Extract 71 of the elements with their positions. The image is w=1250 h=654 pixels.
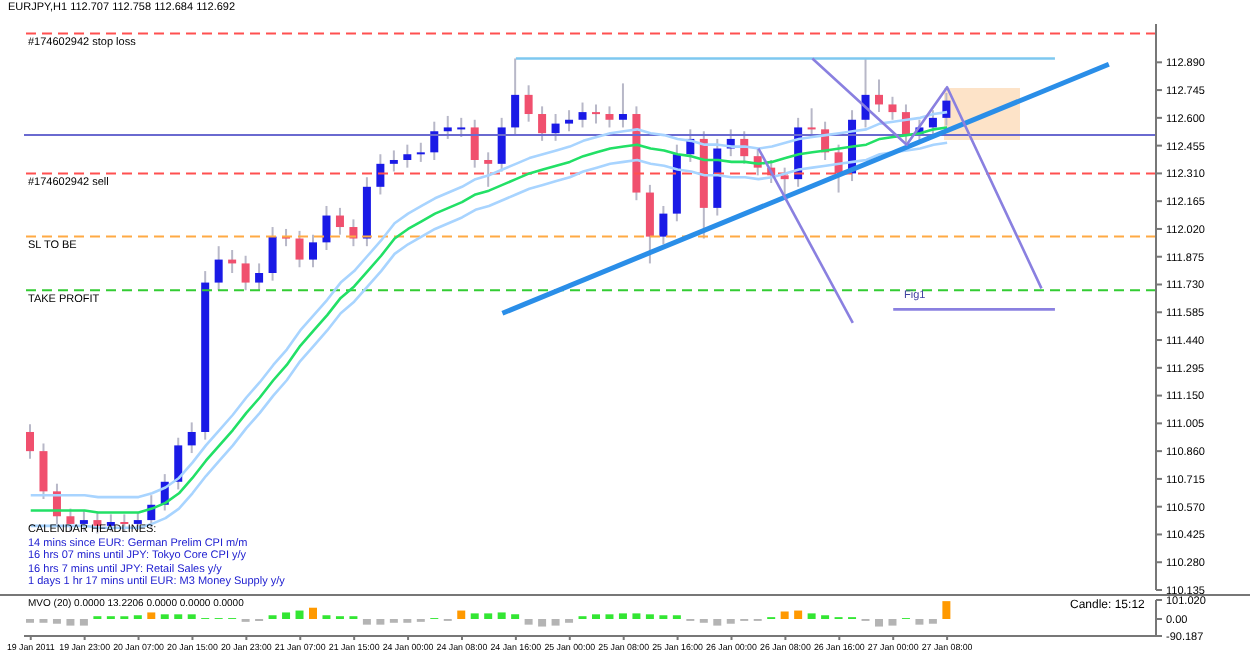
candlestick: [618, 82, 627, 129]
candlestick: [565, 109, 574, 133]
candlestick: [322, 204, 331, 252]
bar: [713, 619, 722, 626]
bar: [915, 619, 924, 625]
bar: [942, 601, 951, 620]
candlestick: [416, 141, 425, 163]
candlestick: [551, 113, 560, 142]
bar: [524, 619, 533, 625]
bar: [457, 610, 466, 620]
bar: [605, 614, 614, 620]
candlestick: [659, 204, 668, 246]
bar: [147, 612, 156, 620]
bar: [160, 614, 169, 620]
candlestick: [26, 423, 34, 460]
bar: [66, 619, 75, 626]
candlestick: [484, 151, 493, 188]
candlestick: [241, 254, 250, 292]
candlestick: [457, 116, 466, 139]
bar: [497, 612, 506, 620]
candlestick: [470, 118, 479, 169]
candlestick: [511, 57, 520, 137]
candlestick: [578, 101, 587, 129]
candlestick: [605, 105, 614, 129]
bar: [376, 619, 385, 625]
candlestick: [592, 103, 600, 125]
bar: [282, 612, 291, 620]
candlestick: [538, 105, 547, 142]
candlestick: [389, 149, 398, 173]
candlestick: [403, 143, 412, 169]
candlestick: [443, 114, 452, 140]
candlestick: [255, 262, 264, 292]
line-series: [811, 57, 1043, 290]
bar: [187, 614, 196, 620]
candlestick: [309, 233, 317, 269]
bar: [362, 619, 371, 625]
bar: [511, 614, 520, 620]
candlestick: [645, 183, 654, 265]
candlestick: [295, 229, 304, 269]
bar: [470, 613, 479, 620]
candlestick: [214, 245, 223, 292]
bar: [780, 611, 789, 620]
bar: [888, 619, 897, 626]
candlestick: [335, 206, 344, 236]
bar: [295, 610, 304, 620]
candlestick: [376, 153, 385, 196]
candlestick: [268, 226, 277, 282]
bar: [618, 613, 627, 620]
bar: [592, 614, 600, 620]
candlestick: [807, 107, 816, 139]
bar: [807, 613, 816, 620]
bar: [551, 619, 560, 626]
bar: [794, 610, 803, 620]
bar: [538, 619, 547, 627]
candlestick: [497, 116, 506, 173]
candlestick: [875, 78, 883, 114]
candlestick: [430, 120, 439, 161]
bar: [174, 614, 183, 620]
bar: [309, 607, 317, 620]
candlestick: [39, 442, 48, 501]
bar: [79, 619, 88, 626]
candlestick: [174, 436, 183, 491]
candlestick: [780, 166, 789, 196]
bar: [632, 613, 641, 620]
candlestick: [928, 109, 937, 137]
bar: [875, 619, 883, 627]
candlestick: [888, 95, 897, 121]
bar: [645, 614, 654, 620]
candlestick: [524, 84, 533, 123]
bar: [484, 613, 493, 620]
candlestick: [187, 421, 196, 455]
